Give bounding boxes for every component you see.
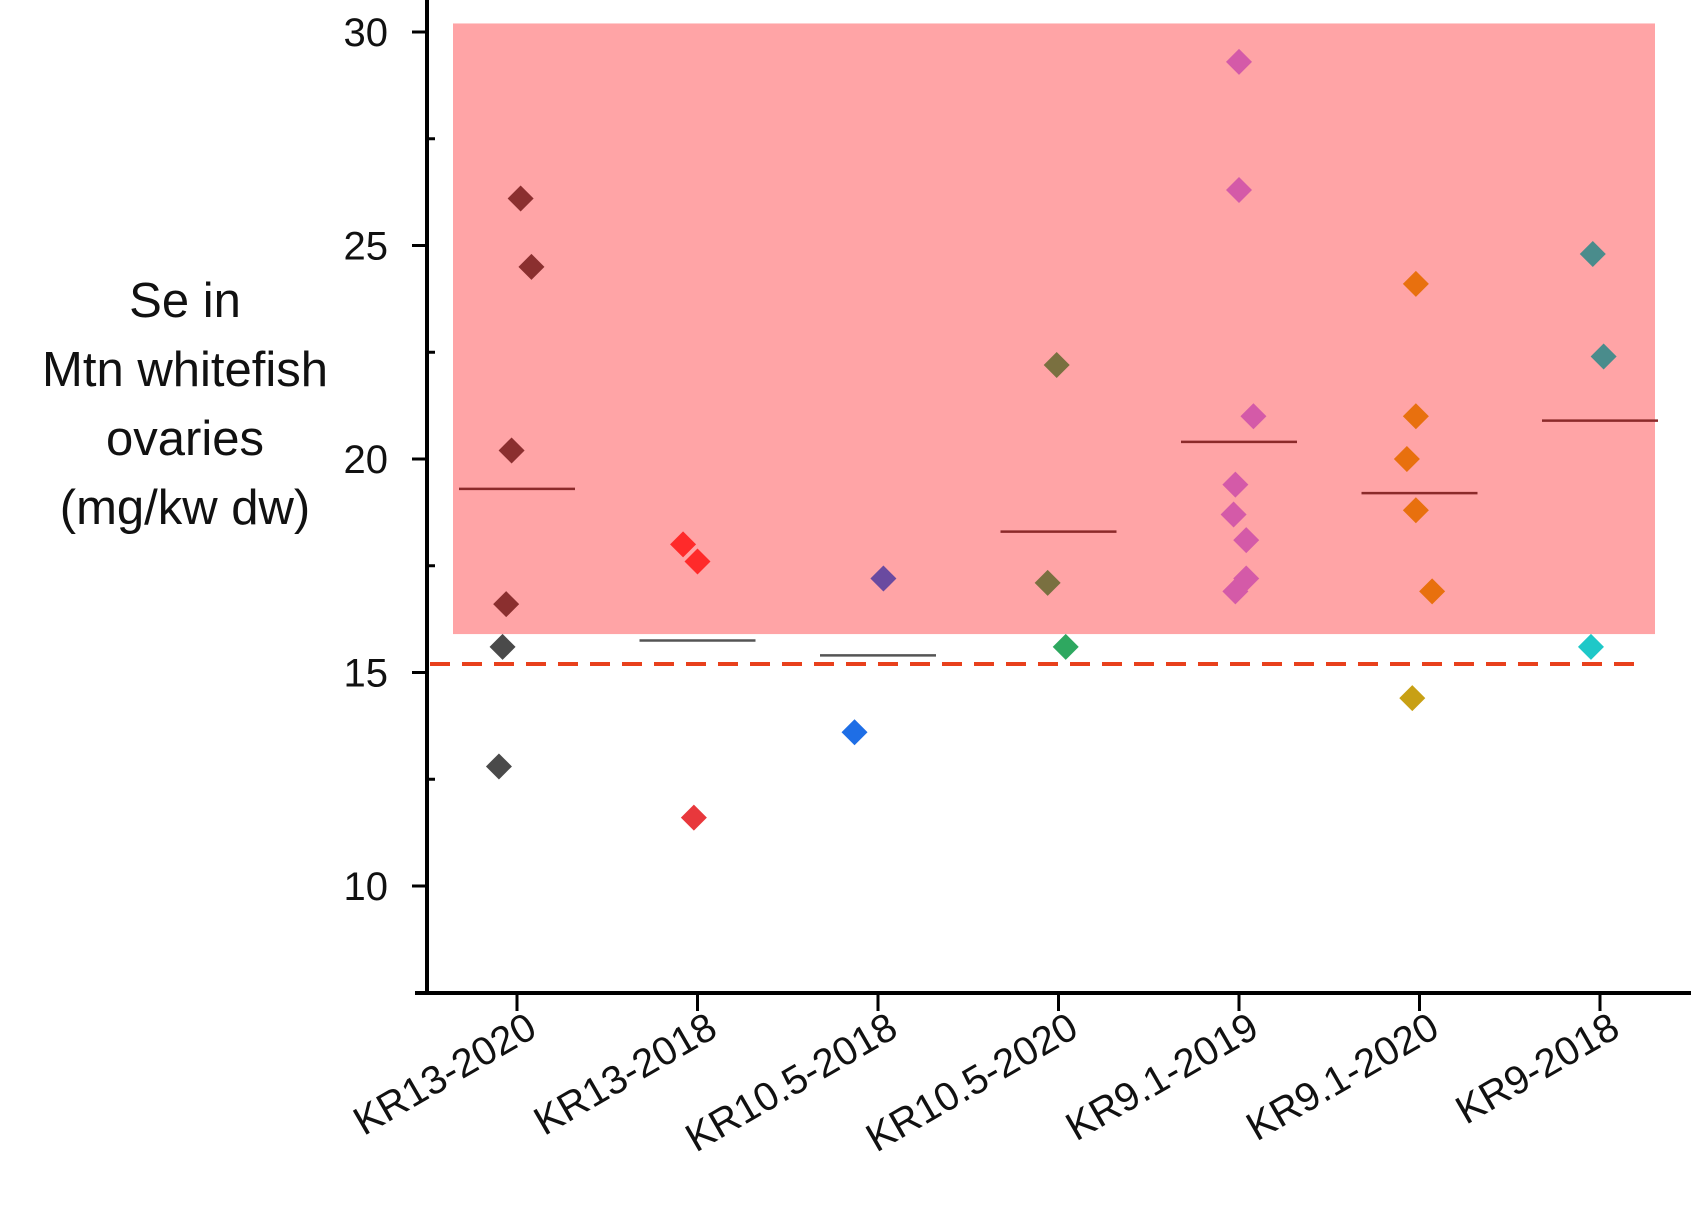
data-point-KR10.5-2020-2 [1034,569,1061,596]
shaded-threshold-region [453,23,1655,635]
data-point-KR13-2018-3 [680,804,707,831]
data-points [485,48,1617,831]
data-point-KR13-2018-1 [670,531,697,558]
data-point-KR13-2020-5 [489,633,516,660]
data-point-KR13-2020-6 [485,753,512,780]
data-point-KR13-2018-2 [684,548,711,575]
y-axis-label-line-4: (mg/kw dw) [60,481,310,535]
y-axis-label-line-2: Mtn whitefish [42,343,328,397]
y-tick-label-20: 20 [344,438,389,482]
data-point-KR9.1-2020-3 [1393,446,1420,472]
data-point-KR9.1-2020-5 [1419,578,1446,605]
x-tick-label-KR13-2020: KR13-2020 [346,1005,543,1144]
data-point-KR9.1-2019-4 [1222,471,1249,498]
y-tick-label-30: 30 [344,11,389,55]
data-point-KR13-2020-1 [507,185,534,212]
data-point-KR9.1-2019-8 [1222,578,1249,605]
data-point-KR10.5-2018-1 [870,565,897,592]
y-axis-label-line-3: ovaries [106,412,264,466]
mean-lines [459,419,1658,657]
x-tick-label-KR9.1-2020: KR9.1-2020 [1239,1005,1446,1150]
data-point-KR9-2018-3 [1577,633,1604,660]
data-point-KR9-2018-1 [1579,241,1606,268]
y-tick-label-10: 10 [344,865,389,909]
data-point-KR10.5-2020-1 [1043,352,1070,379]
x-tick-label-KR9.1-2019: KR9.1-2019 [1059,1005,1266,1150]
data-point-KR9-2018-2 [1590,343,1617,370]
data-point-KR9.1-2020-1 [1402,270,1429,297]
data-point-KR9.1-2020-6 [1399,685,1426,712]
y-tick-label-25: 25 [344,225,389,269]
data-point-KR9.1-2020-4 [1402,497,1429,524]
data-point-KR10.5-2020-3 [1052,633,1079,660]
data-point-KR9.1-2019-3 [1240,403,1267,430]
x-tick-label-KR9-2018: KR9-2018 [1449,1005,1627,1133]
y-axis-label-line-1: Se in [129,274,241,328]
data-point-KR9.1-2019-1 [1226,48,1252,75]
data-point-KR13-2020-3 [498,437,525,464]
axes [412,0,1691,1011]
y-tick-label-15: 15 [344,652,389,696]
shaded-region [453,23,1655,635]
y-axis-label: Se in Mtn whitefish ovaries (mg/kw dw) [42,274,328,535]
x-tick-labels: KR13-2020KR13-2018KR10.5-2018KR10.5-2020… [346,1005,1626,1161]
data-point-KR9.1-2020-2 [1402,403,1429,430]
data-point-KR13-2020-2 [518,253,545,280]
data-point-KR9.1-2019-5 [1220,501,1247,528]
y-tick-labels: 10 15 20 25 30 [344,11,389,909]
data-point-KR9.1-2019-6 [1233,527,1260,554]
data-point-KR10.5-2018-2 [841,719,868,746]
data-point-KR13-2020-4 [493,591,520,618]
data-point-KR9.1-2019-2 [1226,176,1252,203]
